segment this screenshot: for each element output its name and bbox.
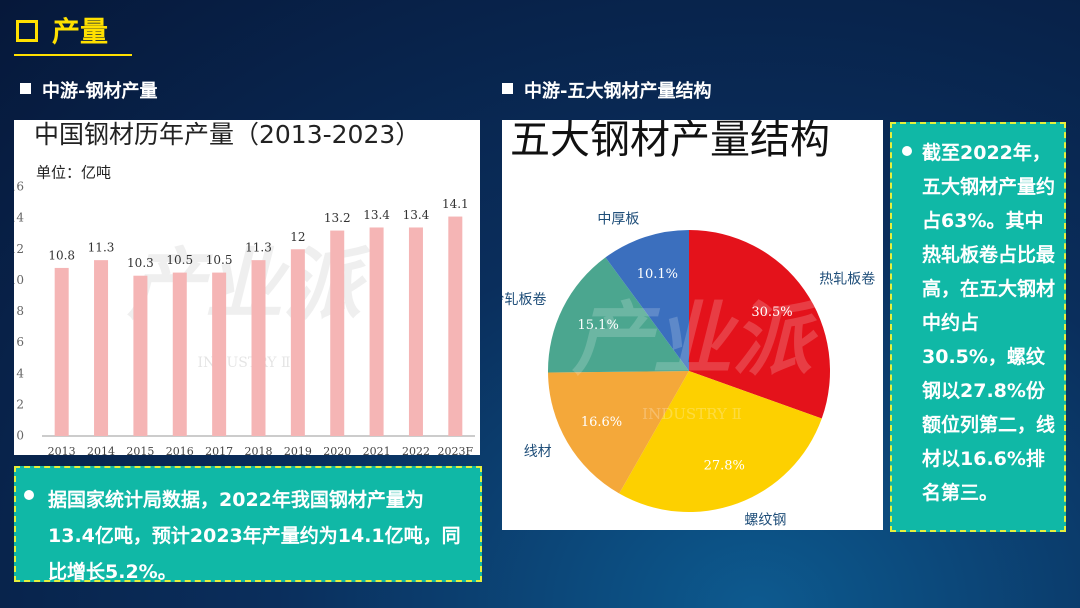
bar: [290, 249, 305, 436]
x-tick-label: 2019: [284, 445, 312, 455]
data-label: 11.3: [88, 241, 115, 255]
section-title: 中游-钢材产量: [42, 81, 158, 102]
bullet: [902, 146, 912, 156]
pie-slice: [619, 371, 822, 512]
category-label: 冷轧板卷: [502, 292, 546, 308]
bar: [330, 230, 345, 436]
pie-slice: [548, 257, 689, 373]
y-tick-label: 2: [16, 397, 24, 411]
pie-slice: [548, 371, 689, 494]
slice-label: 30.5%: [751, 305, 792, 320]
note-box: 截至2022年，五大钢材产量约占63%。其中热轧板卷占比最高，在五大钢材中约占3…: [890, 122, 1066, 532]
bar: [172, 272, 187, 436]
slice-label: 16.6%: [581, 415, 622, 430]
x-tick-label: 2016: [166, 445, 194, 455]
x-tick-label: 2020: [323, 445, 351, 455]
bar: [448, 216, 463, 436]
y-tick-label: 8: [16, 304, 24, 318]
category-label: 线材: [524, 444, 552, 460]
y-tick-label: 14: [14, 211, 24, 225]
data-label: 13.2: [324, 211, 351, 225]
x-tick-label: 2022: [402, 445, 430, 455]
y-tick-label: 10: [14, 273, 24, 287]
x-tick-label: 2017: [205, 445, 233, 455]
data-label: 10.5: [166, 253, 193, 267]
note-text: 截至2022年，五大钢材产量约占63%。其中热轧板卷占比最高，在五大钢材中约占3…: [922, 142, 1056, 504]
x-tick-label: 2023F: [437, 445, 473, 455]
x-tick-label: 2018: [245, 445, 273, 455]
data-label: 13.4: [403, 208, 430, 222]
x-tick-label: 2013: [48, 445, 76, 455]
category-label: 螺纹钢: [744, 512, 786, 528]
watermark-sub: INDUSTRY Ⅱ: [197, 355, 290, 371]
pie-slice: [689, 230, 830, 419]
bar: [133, 275, 148, 436]
bar: [251, 260, 266, 436]
section-title: 中游-五大钢材产量结构: [524, 81, 712, 102]
category-label: 热轧板卷: [819, 271, 875, 287]
slice-label: 15.1%: [578, 318, 619, 333]
bar: [369, 227, 384, 436]
data-label: 10.3: [127, 256, 154, 270]
data-label: 10.5: [206, 253, 233, 267]
pie-slice: [605, 230, 689, 371]
chart-title: 中国钢材历年产量（2013-2023）: [34, 120, 420, 149]
y-tick-label: 4: [16, 366, 24, 380]
y-tick-label: 0: [16, 429, 24, 443]
data-label: 13.4: [363, 208, 390, 222]
header-icon: [16, 20, 38, 42]
bullet: [24, 490, 34, 500]
header-title: 产量: [14, 10, 132, 56]
watermark: 产业派: [572, 293, 823, 386]
bar: [212, 272, 227, 436]
slice-label: 27.8%: [704, 459, 745, 474]
chart-subtitle: 单位：亿吨: [36, 164, 111, 182]
bar: [54, 267, 69, 436]
y-tick-label: 6: [16, 335, 24, 349]
slice-label: 10.1%: [637, 267, 678, 282]
section-bullet: [502, 83, 513, 94]
x-tick-label: 2015: [126, 445, 154, 455]
data-label: 14.1: [442, 197, 469, 211]
data-label: 12: [290, 230, 305, 244]
category-label: 中厚板: [597, 212, 639, 228]
chart-title: 五大钢材产量结构: [510, 120, 830, 163]
bar-chart: 中国钢材历年产量（2013-2023） 单位：亿吨 产业派 INDUSTRY Ⅱ…: [14, 120, 480, 455]
pie-chart: 五大钢材产量结构 30.5% 热轧板卷 27.8% 螺纹钢 16.6% 线材 15.1% 冷轧…: [502, 120, 883, 530]
section-bullet: [20, 83, 31, 94]
bar: [94, 260, 109, 436]
data-label: 11.3: [245, 241, 272, 255]
y-tick-label: 16: [14, 180, 24, 194]
note-box: 据国家统计局数据，2022年我国钢材产量为13.4亿吨，预计2023年产量约为1…: [14, 466, 482, 583]
note-text: 据国家统计局数据，2022年我国钢材产量为13.4亿吨，预计2023年产量约为1…: [48, 489, 461, 583]
y-tick-label: 12: [14, 242, 24, 256]
x-tick-label: 2021: [363, 445, 391, 455]
x-tick-label: 2014: [87, 445, 115, 455]
watermark-sub: INDUSTRY Ⅱ: [642, 405, 742, 423]
bar: [408, 227, 423, 436]
data-label: 10.8: [48, 248, 75, 262]
